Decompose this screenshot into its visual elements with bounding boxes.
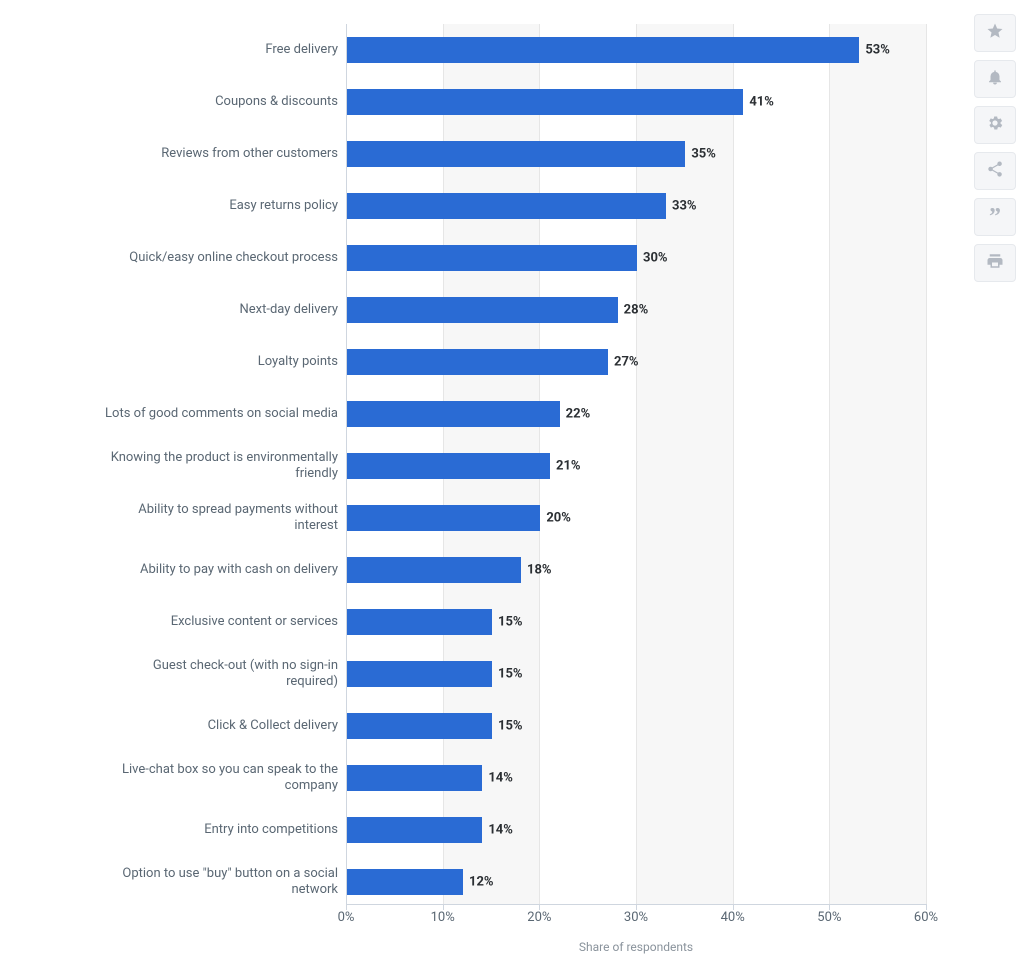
x-tick-label: 10% <box>431 910 455 925</box>
x-tick-label: 40% <box>721 910 745 925</box>
bar-label: Ability to pay with cash on delivery <box>14 562 338 578</box>
bar[interactable] <box>347 869 463 895</box>
bar-label: Click & Collect delivery <box>14 718 338 734</box>
bar-row: Lots of good comments on social media 22% <box>14 401 954 427</box>
bar-row: Ability to pay with cash on delivery 18% <box>14 557 954 583</box>
bar-row: Option to use "buy" button on a social n… <box>14 869 954 895</box>
bar[interactable] <box>347 765 482 791</box>
x-tick-label: 0% <box>338 910 355 925</box>
gear-icon <box>986 114 1004 136</box>
bar-row: Click & Collect delivery 15% <box>14 713 954 739</box>
bar-value: 14% <box>488 823 513 838</box>
bar[interactable] <box>347 505 540 531</box>
bell-icon <box>986 68 1004 90</box>
bar-value: 53% <box>865 43 890 58</box>
x-tick-label: 30% <box>624 910 648 925</box>
bar-value: 15% <box>498 667 523 682</box>
bar-value: 28% <box>624 303 649 318</box>
bar[interactable] <box>347 609 492 635</box>
bar-row: Live-chat box so you can speak to the co… <box>14 765 954 791</box>
bar-value: 12% <box>469 875 494 890</box>
bar-value: 30% <box>643 251 668 266</box>
bar-value: 35% <box>691 147 716 162</box>
bar-value: 27% <box>614 355 639 370</box>
print-button[interactable] <box>974 244 1016 282</box>
bar-label: Free delivery <box>14 42 338 58</box>
share-icon <box>986 160 1004 182</box>
bar-value: 14% <box>488 771 513 786</box>
star-icon <box>986 22 1004 44</box>
bar-value: 22% <box>566 407 591 422</box>
bar[interactable] <box>347 661 492 687</box>
bar-row: Entry into competitions 14% <box>14 817 954 843</box>
bar-label: Guest check-out (with no sign-in require… <box>14 658 338 690</box>
bar-row: Next-day delivery 28% <box>14 297 954 323</box>
bar-row: Free delivery 53% <box>14 37 954 63</box>
print-icon <box>986 252 1004 274</box>
cite-button[interactable]: ” <box>974 198 1016 236</box>
bar-label: Ability to spread payments without inter… <box>14 502 338 534</box>
settings-button[interactable] <box>974 106 1016 144</box>
bar[interactable] <box>347 349 608 375</box>
bar-value: 20% <box>546 511 571 526</box>
bar-value: 33% <box>672 199 697 214</box>
bar-label: Live-chat box so you can speak to the co… <box>14 762 338 794</box>
bar[interactable] <box>347 713 492 739</box>
alert-button[interactable] <box>974 60 1016 98</box>
chart-container: Free delivery 53% Coupons & discounts 41% Re… <box>14 14 954 954</box>
bar[interactable] <box>347 245 637 271</box>
bar[interactable] <box>347 297 618 323</box>
chart-toolbar: ” <box>974 14 1016 282</box>
bar-value: 21% <box>556 459 581 474</box>
bar[interactable] <box>347 89 743 115</box>
bar-label: Lots of good comments on social media <box>14 406 338 422</box>
bar-label: Coupons & discounts <box>14 94 338 110</box>
x-axis-title: Share of respondents <box>346 940 926 954</box>
bar-value: 18% <box>527 563 552 578</box>
bar-row: Guest check-out (with no sign-in require… <box>14 661 954 687</box>
bar[interactable] <box>347 37 859 63</box>
quote-icon: ” <box>989 205 1001 229</box>
bar-row: Knowing the product is environmentally f… <box>14 453 954 479</box>
bar[interactable] <box>347 453 550 479</box>
bar-row: Quick/easy online checkout process 30% <box>14 245 954 271</box>
favorite-button[interactable] <box>974 14 1016 52</box>
bar-label: Next-day delivery <box>14 302 338 318</box>
bar-value: 15% <box>498 615 523 630</box>
bar[interactable] <box>347 817 482 843</box>
bar[interactable] <box>347 193 666 219</box>
bar[interactable] <box>347 401 560 427</box>
bar-label: Easy returns policy <box>14 198 338 214</box>
bar-row: Exclusive content or services 15% <box>14 609 954 635</box>
bar-row: Ability to spread payments without inter… <box>14 505 954 531</box>
bar-value: 15% <box>498 719 523 734</box>
bar-label: Exclusive content or services <box>14 614 338 630</box>
bar-row: Easy returns policy 33% <box>14 193 954 219</box>
bar[interactable] <box>347 557 521 583</box>
share-button[interactable] <box>974 152 1016 190</box>
x-tick-label: 50% <box>817 910 841 925</box>
bar-row: Loyalty points 27% <box>14 349 954 375</box>
bar-label: Quick/easy online checkout process <box>14 250 338 266</box>
x-tick-label: 20% <box>527 910 551 925</box>
bar-value: 41% <box>749 95 774 110</box>
bar-label: Knowing the product is environmentally f… <box>14 450 338 482</box>
bar-label: Reviews from other customers <box>14 146 338 162</box>
bar-label: Loyalty points <box>14 354 338 370</box>
bar-label: Option to use "buy" button on a social n… <box>14 866 338 898</box>
bar-label: Entry into competitions <box>14 822 338 838</box>
x-tick-label: 60% <box>914 910 938 925</box>
bar-row: Coupons & discounts 41% <box>14 89 954 115</box>
bar[interactable] <box>347 141 685 167</box>
bar-row: Reviews from other customers 35% <box>14 141 954 167</box>
